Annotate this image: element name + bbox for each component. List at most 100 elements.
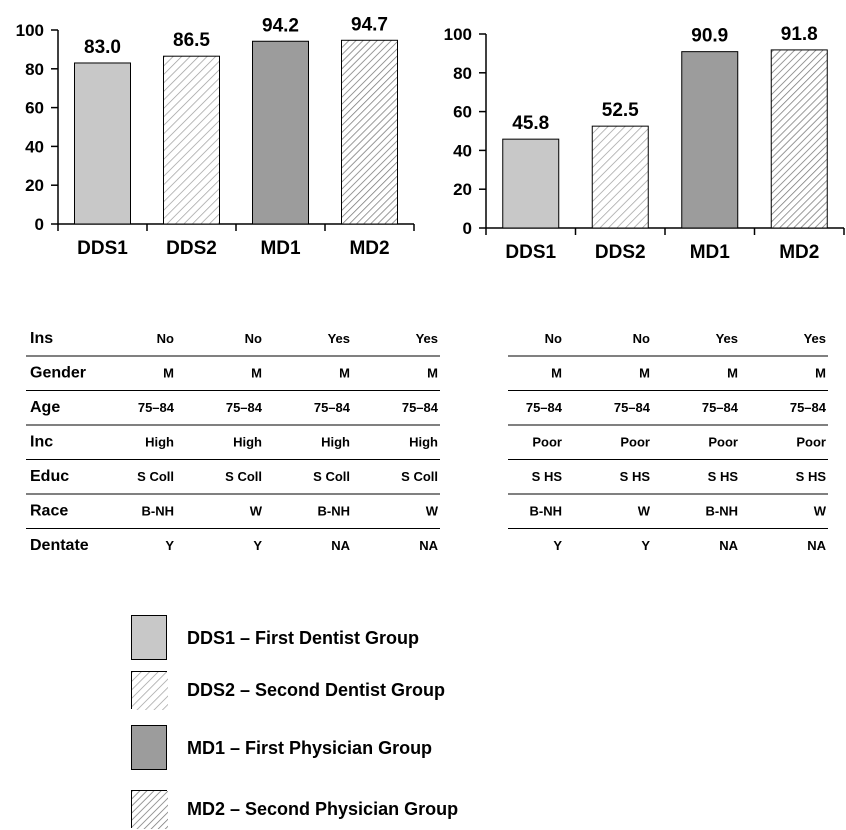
- table-cell: Yes: [416, 331, 438, 346]
- y-tick-label: 100: [444, 25, 472, 44]
- table-cell: 75–84: [138, 400, 175, 415]
- table-cell: B-NH: [706, 504, 739, 519]
- table-cell: 75–84: [226, 400, 263, 415]
- table-cell: M: [727, 366, 738, 381]
- table-cell: Y: [553, 538, 562, 553]
- y-tick-label: 0: [463, 219, 472, 238]
- bar-value-label: 94.7: [351, 14, 388, 35]
- table-cell: Yes: [804, 331, 826, 346]
- table-cell: 75–84: [402, 400, 439, 415]
- table-cell: No: [245, 331, 262, 346]
- bar-dds2: [163, 55, 220, 225]
- table-cell: Y: [641, 538, 650, 553]
- legend-item-dds1: DDS1 – First Dentist Group: [131, 615, 551, 660]
- bar-value-label: 94.2: [262, 15, 299, 36]
- attribute-table-right: No No Yes Yes M M M M 75–84 75–84 75–84 75–84 Poor Po…: [508, 331, 828, 553]
- bar-md1: [681, 51, 739, 229]
- table-row-label: Dentate: [30, 537, 89, 554]
- table-cell: No: [633, 331, 650, 346]
- table-cell: S HS: [708, 469, 739, 484]
- table-cell: Poor: [796, 435, 826, 450]
- table-cell: B-NH: [142, 504, 175, 519]
- table-cell: High: [321, 435, 350, 450]
- table-row-label: Age: [30, 399, 60, 416]
- table-cell: Yes: [716, 331, 738, 346]
- attribute-table-left: Ins No No Yes Yes Gender M M M M Age 75–84 75–84 75–8…: [26, 330, 440, 554]
- legend-swatch-dds1: [131, 615, 167, 660]
- legend-label-md1: MD1 – First Physician Group: [187, 738, 433, 758]
- bar-md1: [252, 40, 309, 225]
- x-category-label: MD2: [349, 238, 389, 259]
- table-cell: 75–84: [614, 400, 651, 415]
- x-category-label: DDS2: [595, 242, 646, 263]
- legend-label-md2: MD2 – Second Physician Group: [187, 799, 459, 819]
- table-cell: B-NH: [318, 504, 351, 519]
- table-cell: NA: [331, 538, 350, 553]
- bar-value-label: 90.9: [691, 26, 728, 47]
- x-category-label: MD2: [779, 242, 819, 263]
- table-cell: Poor: [532, 435, 562, 450]
- table-cell: 75–84: [790, 400, 827, 415]
- table-row-label: Ins: [30, 330, 53, 347]
- y-tick-label: 40: [25, 137, 44, 156]
- table-cell: M: [551, 366, 562, 381]
- table-cell: High: [233, 435, 262, 450]
- legend-item-md1: MD1 – First Physician Group: [131, 725, 551, 770]
- table-cell: S Coll: [313, 469, 350, 484]
- table-cell: M: [427, 366, 438, 381]
- table-cell: NA: [719, 538, 738, 553]
- legend-label-dds1: DDS1 – First Dentist Group: [187, 628, 420, 648]
- table-cell: NA: [419, 538, 438, 553]
- bar-value-label: 91.8: [781, 24, 818, 45]
- legend-swatch-dds2: [131, 671, 168, 710]
- table-cell: 75–84: [314, 400, 351, 415]
- table-cell: M: [339, 366, 350, 381]
- table-cell: 75–84: [526, 400, 563, 415]
- table-cell: S Coll: [401, 469, 438, 484]
- legend-item-md2: MD2 – Second Physician Group: [131, 790, 551, 830]
- x-category-label: MD1: [690, 242, 731, 263]
- bar-chart-left: 0 20 40 60 80 100 83.0 DDS1 86.5 DDS2 94.2 MD1 94.7 M…: [16, 14, 415, 259]
- y-tick-label: 80: [453, 64, 472, 83]
- table-row-label: Educ: [30, 468, 69, 485]
- y-tick-label: 20: [25, 176, 44, 195]
- legend-swatch-md2: [131, 790, 168, 829]
- table-cell: S Coll: [137, 469, 174, 484]
- table-cell: S HS: [620, 469, 651, 484]
- x-category-label: DDS1: [77, 238, 128, 259]
- table-cell: High: [409, 435, 438, 450]
- x-category-label: DDS2: [166, 238, 217, 259]
- table-cell: High: [145, 435, 174, 450]
- bar-md2: [770, 49, 828, 229]
- table-cell: Poor: [708, 435, 738, 450]
- table-cell: No: [545, 331, 562, 346]
- table-cell: M: [639, 366, 650, 381]
- table-cell: W: [250, 504, 263, 519]
- table-cell: No: [157, 331, 174, 346]
- table-cell: S HS: [532, 469, 563, 484]
- table-cell: Y: [253, 538, 262, 553]
- y-tick-label: 60: [453, 103, 472, 122]
- x-category-label: DDS1: [505, 242, 556, 263]
- table-cell: M: [163, 366, 174, 381]
- table-cell: S Coll: [225, 469, 262, 484]
- bar-dds2: [591, 125, 649, 229]
- bar-value-label: 45.8: [512, 113, 549, 134]
- bar-chart-right: 0 20 40 60 80 100 45.8 DDS1 52.5 DDS2 90.9 MD1 91.8 M…: [444, 24, 845, 263]
- table-cell: W: [814, 504, 827, 519]
- y-tick-label: 40: [453, 141, 472, 160]
- y-tick-label: 100: [16, 21, 44, 40]
- table-cell: Poor: [620, 435, 650, 450]
- bar-md2: [341, 39, 398, 225]
- y-tick-label: 60: [25, 99, 44, 118]
- table-cell: Yes: [328, 331, 350, 346]
- bar-value-label: 83.0: [84, 37, 121, 58]
- table-cell: W: [638, 504, 651, 519]
- y-tick-label: 20: [453, 180, 472, 199]
- table-row-label: Gender: [30, 365, 86, 382]
- bar-value-label: 86.5: [173, 30, 210, 51]
- table-cell: Y: [165, 538, 174, 553]
- table-cell: B-NH: [530, 504, 563, 519]
- bar-value-label: 52.5: [602, 100, 639, 121]
- table-cell: M: [251, 366, 262, 381]
